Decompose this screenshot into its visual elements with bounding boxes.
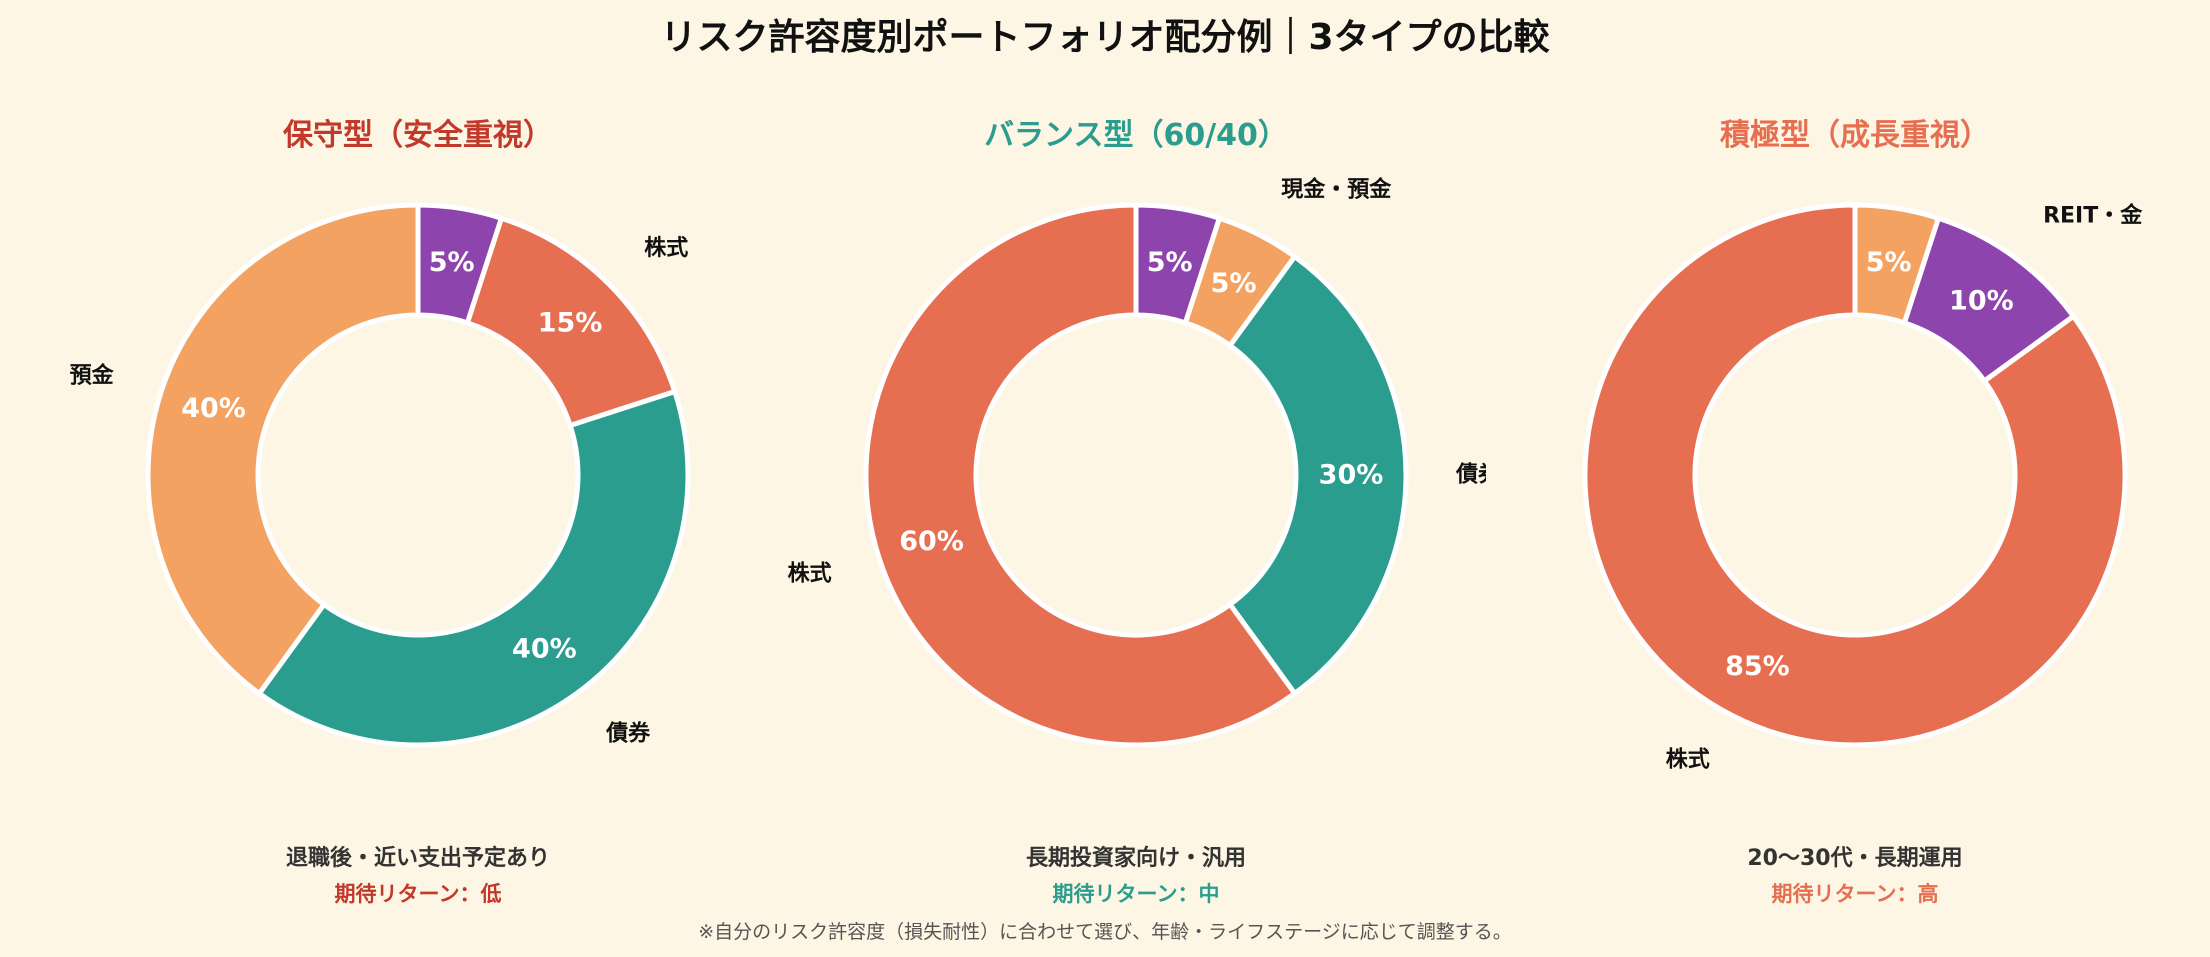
slice-3 [145,202,421,697]
slice-category-label: REIT・金 [1136,170,1236,171]
panel-description: 20〜30代・長期運用 [1747,846,1963,871]
panel-title: バランス型（60/40） [984,118,1288,153]
slice-category-label: 株式 [788,561,832,586]
donut-chart-aggressive: 5% 現金・預金 10% REIT・金 85% 株式 [1582,170,2143,773]
donut-chart-conservative: 5% REIT・金 15% 株式 40% 債券 40% 現金・預金 [68,170,691,748]
panel-description: 退職後・近い支出予定あり [285,846,550,871]
panel-title: 保守型（安全重視） [283,118,553,153]
portfolio-panel-balanced: バランス型（60/40） 5% REIT・金 5% 現金・預金 30% 債券 60% 株式 長… [786,110,1486,910]
slice-percent-label: 5% [429,247,475,278]
panel-description: 長期投資家向け・汎用 [1025,846,1246,871]
slice-category-label: 株式 [1666,748,1710,773]
slice-percent-label: 30% [1319,460,1384,491]
slice-percent-label: 15% [538,307,603,338]
slice-2 [1582,202,2128,748]
portfolio-panel-conservative: 保守型（安全重視） 5% REIT・金 15% 株式 40% 債券 40% 現金・預金 退職後… [68,110,768,910]
slice-category-label: 現金・預金 [1281,176,1392,202]
slice-category-label: REIT・金 [418,170,518,171]
slice-percent-label: 5% [1866,247,1912,278]
slice-category-label: 債券 [1455,462,1486,488]
slice-percent-label: 85% [1725,651,1790,682]
footnote: ※自分のリスク許容度（損失耐性）に合わせて選び、年齢・ライフステージに応じて調整… [698,921,1512,943]
expected-return: 期待リターン：高 [1771,882,1939,906]
slice-percent-label: 40% [181,393,246,424]
slice-category-label: 債券 [605,720,651,746]
slice-category-label: REIT・金 [2043,203,2143,229]
slice-category-label: 現金・預金 [1850,170,1961,171]
slice-2 [1226,253,1409,697]
slice-category-label: 株式 [644,236,688,261]
slice-2 [255,388,691,748]
slice-3 [863,202,1299,748]
slice-category-label: 現金・預金 [68,363,115,389]
panel-title: 積極型（成長重視） [1720,118,1990,153]
slice-percent-label: 10% [1949,286,2014,317]
portfolio-panel-aggressive: 積極型（成長重視） 5% 現金・預金 10% REIT・金 85% 株式 20〜30代・長… [1505,110,2205,910]
donut-chart-balanced: 5% REIT・金 5% 現金・預金 30% 債券 60% 株式 [788,170,1486,748]
expected-return: 期待リターン：中 [1052,882,1220,906]
slice-percent-label: 40% [512,633,577,664]
slice-percent-label: 5% [1211,268,1257,299]
expected-return: 期待リターン：低 [334,882,502,906]
chart-title: リスク許容度別ポートフォリオ配分例｜3タイプの比較 [660,17,1550,58]
slice-percent-label: 60% [899,526,964,557]
slice-percent-label: 5% [1147,247,1193,278]
